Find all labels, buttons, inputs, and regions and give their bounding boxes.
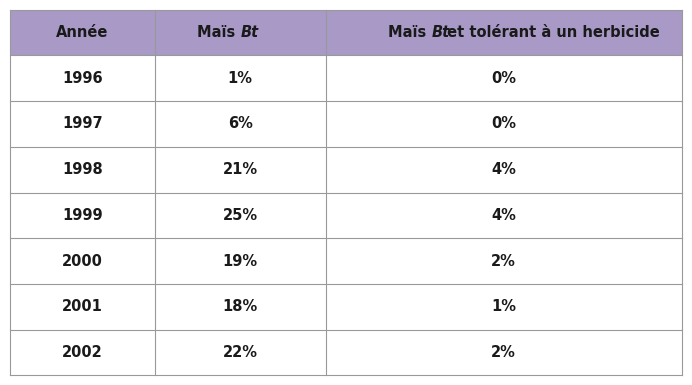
Text: 2001: 2001 (62, 299, 103, 314)
Text: Année: Année (56, 25, 109, 40)
Text: 1997: 1997 (62, 116, 103, 131)
Text: 18%: 18% (223, 299, 258, 314)
Text: 22%: 22% (223, 345, 258, 360)
Text: 1996: 1996 (62, 71, 103, 86)
Bar (10, 55, 682, 101)
Text: 21%: 21% (223, 162, 258, 177)
Text: 4%: 4% (491, 208, 516, 223)
Text: 19%: 19% (223, 254, 258, 269)
Text: 25%: 25% (223, 208, 258, 223)
Bar (10, 147, 682, 192)
Text: 4%: 4% (491, 162, 516, 177)
Text: Maïs: Maïs (388, 25, 432, 40)
Text: et tolérant à un herbicide: et tolérant à un herbicide (442, 25, 659, 40)
Text: 2%: 2% (491, 345, 516, 360)
Bar (10, 101, 682, 147)
Text: 1998: 1998 (62, 162, 103, 177)
Text: 0%: 0% (491, 116, 516, 131)
Bar (10, 284, 682, 330)
Text: 2%: 2% (491, 254, 516, 269)
Text: 1%: 1% (228, 71, 253, 86)
Text: 2002: 2002 (62, 345, 103, 360)
Bar (10, 10, 682, 55)
Text: 6%: 6% (228, 116, 253, 131)
Bar (10, 192, 682, 238)
Bar (10, 330, 682, 375)
Text: 2000: 2000 (62, 254, 103, 269)
Text: 1999: 1999 (62, 208, 103, 223)
Text: Bt: Bt (240, 25, 258, 40)
Text: 1%: 1% (491, 299, 516, 314)
Text: 0%: 0% (491, 71, 516, 86)
Bar (10, 238, 682, 284)
Text: Maïs: Maïs (197, 25, 240, 40)
Text: Bt: Bt (432, 25, 450, 40)
